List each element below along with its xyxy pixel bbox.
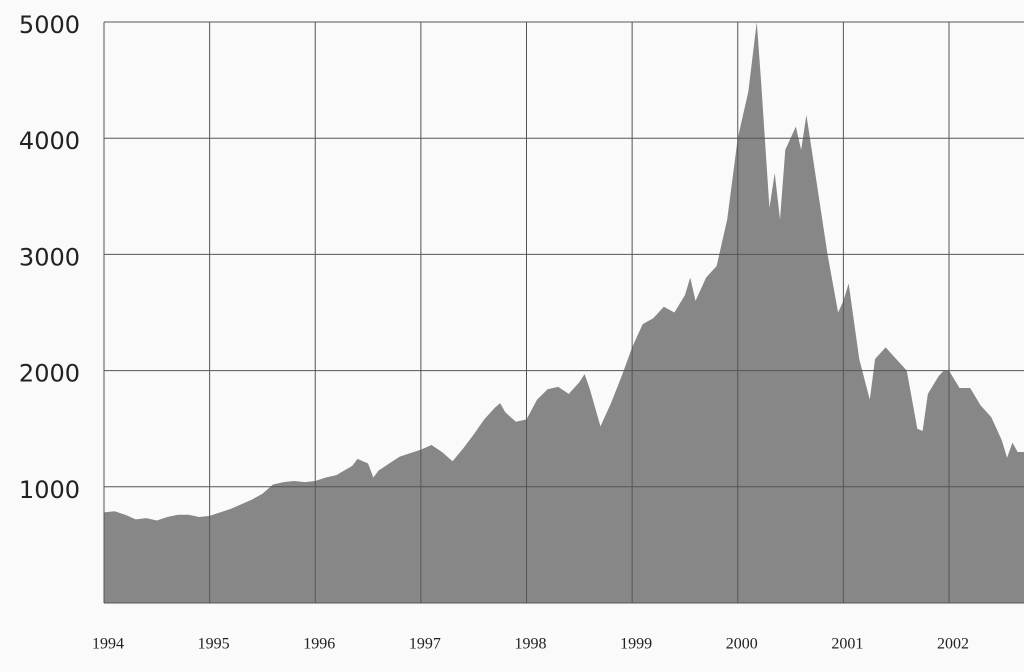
y-tick-label: 2000: [19, 360, 80, 388]
y-tick-label: 5000: [19, 11, 80, 39]
area: [104, 22, 1024, 603]
x-tick-label: 2000: [726, 636, 758, 653]
y-tick-label: 3000: [19, 243, 80, 271]
x-tick-label: 2001: [831, 636, 863, 653]
x-tick-label: 1998: [515, 636, 547, 653]
x-tick-label: 1995: [198, 636, 230, 653]
y-tick-label: 1000: [19, 476, 80, 504]
y-tick-label: 4000: [19, 127, 80, 155]
x-tick-label: 1994: [92, 636, 124, 653]
x-tick-label: 2002: [937, 636, 969, 653]
x-tick-label: 1997: [409, 636, 441, 653]
x-tick-label: 1996: [303, 636, 335, 653]
x-tick-label: 1999: [620, 636, 652, 653]
